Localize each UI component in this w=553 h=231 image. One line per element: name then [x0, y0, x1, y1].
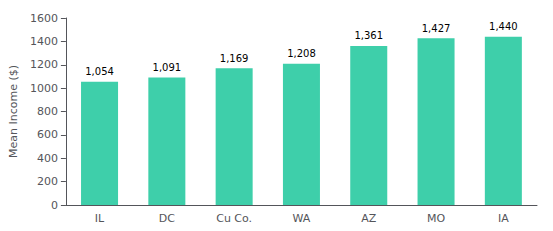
svg-text:IL: IL: [95, 212, 105, 225]
svg-text:200: 200: [37, 175, 58, 188]
svg-text:1,169: 1,169: [220, 53, 249, 64]
svg-text:1400: 1400: [30, 35, 58, 48]
svg-text:1,361: 1,361: [354, 30, 383, 41]
svg-text:600: 600: [37, 128, 58, 141]
svg-text:1600: 1600: [30, 12, 58, 25]
svg-text:MO: MO: [427, 212, 445, 225]
svg-text:1200: 1200: [30, 58, 58, 71]
svg-text:1,208: 1,208: [287, 48, 316, 59]
svg-text:WA: WA: [293, 212, 311, 225]
svg-text:1000: 1000: [30, 82, 58, 95]
svg-text:0: 0: [51, 199, 58, 212]
svg-text:1,427: 1,427: [422, 23, 451, 34]
svg-text:AZ: AZ: [361, 212, 377, 225]
svg-text:Cu Co.: Cu Co.: [216, 212, 252, 225]
svg-text:1,054: 1,054: [85, 66, 114, 77]
svg-text:DC: DC: [159, 212, 175, 225]
svg-text:800: 800: [37, 105, 58, 118]
svg-text:IA: IA: [498, 212, 509, 225]
svg-text:Mean Income ($): Mean Income ($): [7, 65, 20, 158]
svg-text:400: 400: [37, 152, 58, 165]
svg-text:1,440: 1,440: [489, 21, 518, 32]
svg-text:1,091: 1,091: [153, 62, 182, 73]
